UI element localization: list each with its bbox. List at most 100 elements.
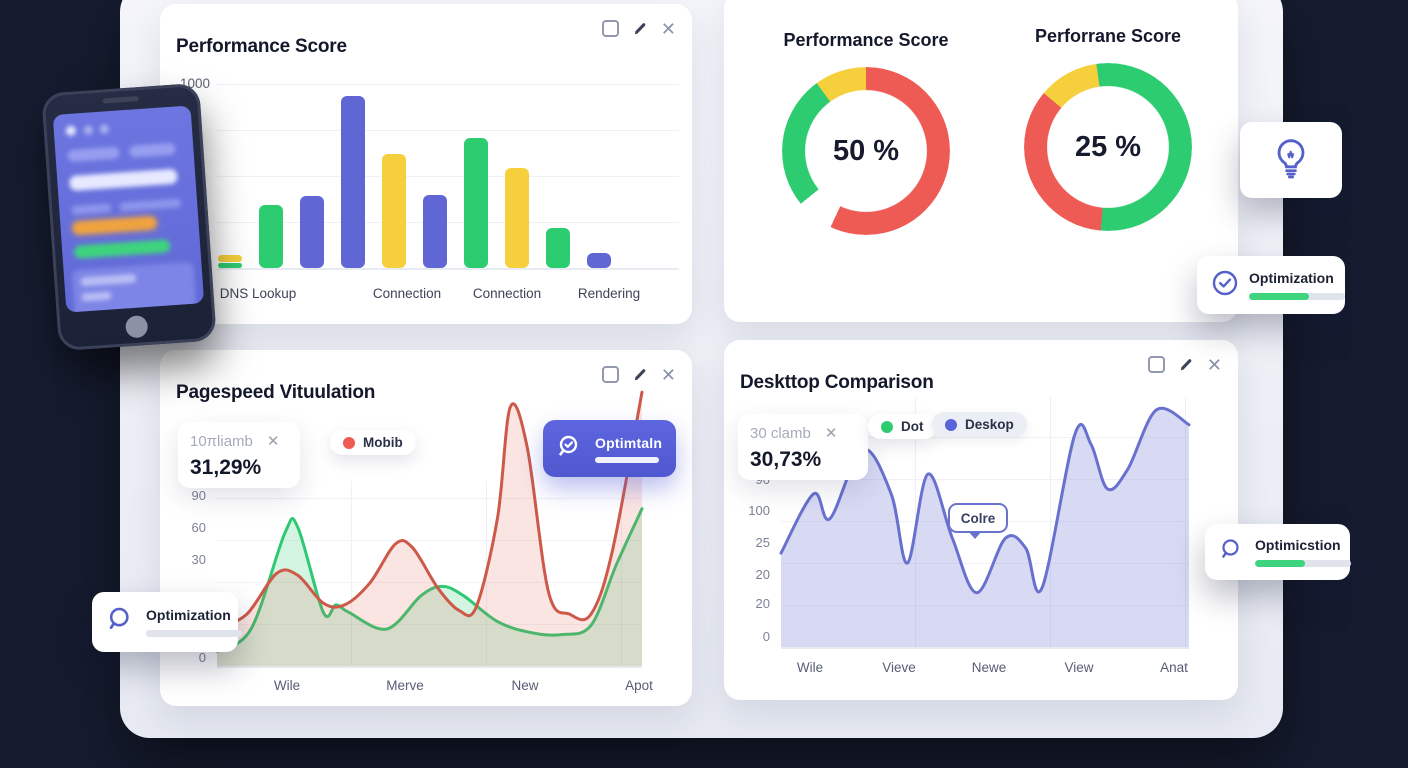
- search-check-icon: [555, 432, 585, 465]
- gauge-title: Perforrane Score: [1034, 26, 1182, 46]
- optimize-button[interactable]: Optimtaln: [543, 420, 676, 477]
- close-icon[interactable]: ✕: [660, 364, 676, 385]
- optimization-widget-top[interactable]: Optimization: [1197, 256, 1345, 314]
- y-axis-tick: 60: [191, 520, 206, 535]
- gauge-value: 50 %: [832, 134, 900, 167]
- x-axis-label: Apot: [625, 678, 653, 693]
- y-axis-tick: 0: [198, 650, 206, 665]
- progress-bar: [1249, 293, 1345, 300]
- stat-value: 30,73%: [750, 448, 822, 471]
- card-performance-waterfall: Performance Score ✕ 1000 DNS Lookup Conne…: [160, 4, 692, 324]
- phone-home-button: [124, 314, 149, 339]
- restore-icon[interactable]: [601, 20, 619, 37]
- restore-icon[interactable]: [1147, 356, 1165, 373]
- stat-label: 30 clamb: [750, 424, 811, 442]
- x-axis-label: DNS Lookup: [219, 286, 297, 301]
- x-axis-label: Newe: [971, 660, 1007, 675]
- y-axis-tick: 0: [762, 629, 770, 644]
- close-icon[interactable]: ✕: [266, 433, 280, 450]
- search-icon: [106, 605, 136, 640]
- search-icon: [1219, 537, 1245, 568]
- x-axis-label: View: [1064, 660, 1094, 675]
- legend-pill-desktop[interactable]: Deskop: [932, 412, 1027, 437]
- y-axis-tick: 100: [748, 503, 770, 518]
- legend-pill-dot[interactable]: Dot: [868, 414, 937, 439]
- bar: [300, 196, 324, 268]
- line-series-green: [215, 507, 644, 653]
- progress-bar: [146, 630, 242, 637]
- legend-label: Dot: [901, 419, 924, 434]
- legend-label: Deskop: [965, 417, 1014, 432]
- legend-dot: [881, 420, 893, 433]
- optimization-widget-right[interactable]: Optimicstion: [1205, 524, 1351, 580]
- close-icon[interactable]: ✕: [660, 18, 676, 39]
- bar: [423, 195, 447, 268]
- legend-dot: [343, 436, 355, 449]
- edit-icon[interactable]: [1178, 357, 1194, 373]
- edit-icon[interactable]: [632, 367, 648, 383]
- x-axis-label: Connection: [472, 286, 542, 301]
- bar: [382, 154, 406, 268]
- phone-illustration: [41, 82, 217, 352]
- bar: [259, 205, 283, 268]
- stat-badge: 30 clamb ✕ 30,73%: [738, 414, 868, 480]
- window-controls: ✕: [601, 364, 676, 385]
- close-icon[interactable]: ✕: [1206, 354, 1222, 375]
- bar: [505, 168, 529, 268]
- progress-bar: [1255, 560, 1351, 567]
- stat-badge: 10πliamb ✕ 31,29%: [178, 422, 300, 488]
- close-icon[interactable]: ✕: [824, 425, 838, 442]
- legend-label: Mobib: [363, 435, 403, 450]
- donut-chart: [1024, 63, 1192, 231]
- chart-tooltip: Colre: [948, 503, 1008, 539]
- y-axis-tick: 30: [191, 552, 206, 567]
- restore-icon[interactable]: [601, 366, 619, 383]
- y-axis-tick: 90: [191, 488, 206, 503]
- card-title: Pagespeed Vituulation: [176, 381, 376, 403]
- x-axis-label: Merve: [386, 678, 424, 693]
- card-desktop-comparison: Deskttop Comparison ✕ 30 clamb ✕ 30,73% …: [724, 340, 1238, 700]
- widget-label: Optimicstion: [1255, 537, 1341, 553]
- card-title: Performance Score: [176, 35, 347, 57]
- check-circle-icon: [1211, 269, 1239, 302]
- optimization-widget-left[interactable]: Optimization: [92, 592, 242, 652]
- card-pagespeed: Pagespeed Vituulation ✕ 10πliamb ✕ 31,29…: [160, 350, 692, 706]
- optimize-button-label: Optimtaln: [595, 434, 663, 451]
- bar: [341, 96, 365, 268]
- x-axis-label: Wile: [273, 678, 301, 693]
- legend-pill-mobile[interactable]: Mobib: [330, 430, 416, 455]
- stat-label: 10πliamb: [190, 432, 253, 450]
- bar: [546, 228, 570, 268]
- edit-icon[interactable]: [632, 21, 648, 37]
- x-axis-label: New: [511, 678, 539, 693]
- x-axis-label: Vieve: [882, 660, 916, 675]
- tip-widget[interactable]: [1240, 122, 1342, 198]
- button-progress-bar: [595, 456, 659, 463]
- bar-chart-x-axis: DNS Lookup Connection Connection Rendering: [217, 286, 677, 306]
- widget-label: Optimization: [1249, 270, 1334, 286]
- x-axis-label: Anat: [1160, 660, 1188, 675]
- card-performance-gauges: Performance Score 50 % Perforrane Score …: [724, 0, 1238, 322]
- card-title: Deskttop Comparison: [740, 371, 934, 393]
- line-series-red: [215, 390, 644, 631]
- gauge-value: 25 %: [1074, 130, 1142, 163]
- x-axis-label: Wile: [796, 660, 824, 675]
- y-axis-tick: 25: [755, 535, 770, 550]
- bar-chart: [217, 82, 679, 270]
- bar: [464, 138, 488, 268]
- gauge-performance-2: Perforrane Score 25 %: [992, 26, 1224, 231]
- bar: [587, 253, 611, 268]
- phone-screen: [52, 105, 205, 313]
- gauge-performance-1: Performance Score 50 %: [750, 30, 982, 235]
- y-axis-tick: 20: [755, 596, 770, 611]
- x-axis-label: Rendering: [577, 286, 641, 301]
- legend-dot: [945, 418, 957, 431]
- stat-value: 31,29%: [190, 456, 262, 479]
- x-axis-label: Connection: [372, 286, 442, 301]
- gauge-title: Performance Score: [783, 30, 949, 50]
- lightbulb-icon: [1271, 136, 1311, 185]
- bar: [218, 255, 242, 268]
- widget-label: Optimization: [146, 607, 231, 623]
- donut-chart: [782, 67, 950, 235]
- line-chart: [215, 390, 644, 666]
